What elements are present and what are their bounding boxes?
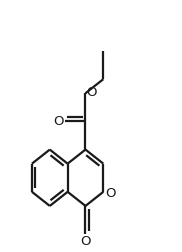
Text: O: O (80, 235, 91, 248)
Text: O: O (54, 115, 64, 128)
Text: O: O (86, 86, 97, 99)
Text: O: O (105, 186, 116, 200)
